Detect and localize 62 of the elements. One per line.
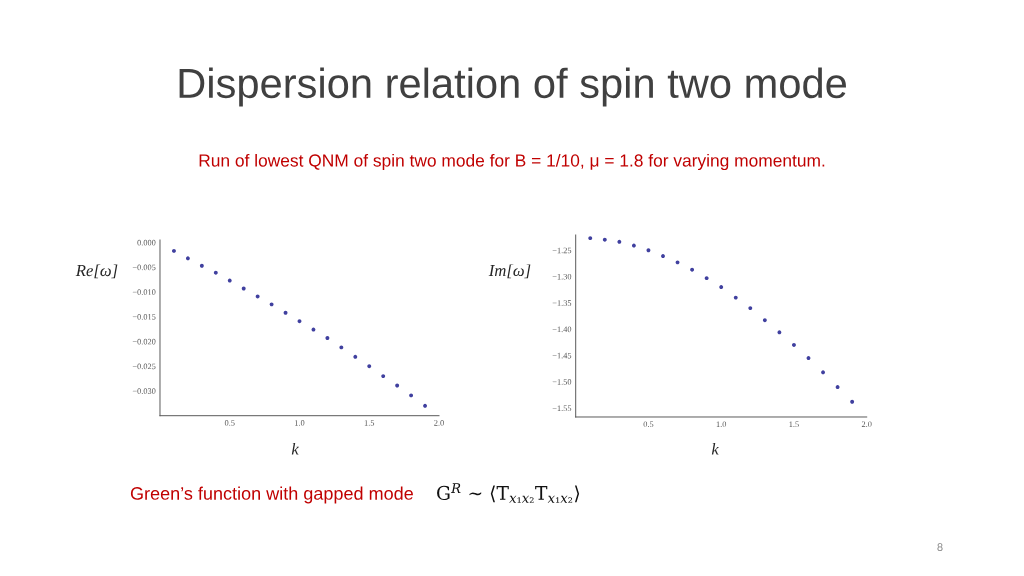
point <box>325 336 330 340</box>
x-tick-label: 1.0 <box>716 421 727 428</box>
x-axis-title: k <box>291 442 299 455</box>
text: Green’s function with gapped mode <box>130 486 413 504</box>
point <box>762 318 767 323</box>
point <box>602 237 607 242</box>
y-tick-label: −1.50 <box>552 379 572 385</box>
point <box>719 285 724 290</box>
point <box>213 270 218 275</box>
x-tick-label: 1.0 <box>295 420 305 426</box>
point <box>748 306 753 311</box>
y-tick-label: 0.000 <box>137 239 156 246</box>
x-tick-label: 1.5 <box>364 420 375 426</box>
text: 8 <box>937 543 943 551</box>
y-tick-label: −1.40 <box>552 326 572 333</box>
point <box>704 276 709 281</box>
point <box>339 345 344 350</box>
y-axis-title: Im[ω] <box>488 264 531 279</box>
y-tick-label: −0.030 <box>132 388 156 394</box>
point <box>850 399 855 404</box>
y-tick-label: −1.45 <box>552 352 572 359</box>
chart-title: Dispersion relation of spin two mode <box>179 67 846 107</box>
y-tick-label: −1.25 <box>552 247 572 254</box>
x-tick-label: 0.5 <box>224 420 235 426</box>
point <box>791 342 796 347</box>
point <box>423 403 428 408</box>
point <box>395 383 400 388</box>
point <box>661 254 665 258</box>
point <box>185 256 190 261</box>
y-tick-label: −0.020 <box>132 338 156 345</box>
y-tick-label: −1.55 <box>552 405 572 412</box>
point <box>269 302 274 307</box>
y-tick-label: −0.015 <box>132 314 156 320</box>
y-tick-label: −0.005 <box>132 264 156 271</box>
point <box>353 354 358 359</box>
point <box>835 385 840 389</box>
point <box>409 393 414 398</box>
y-axis-title: Re[ω] <box>75 264 118 279</box>
x-tick-label: 0.5 <box>643 421 654 428</box>
x-axis-title: k <box>711 443 720 455</box>
point <box>311 327 316 332</box>
point <box>821 370 826 375</box>
point <box>588 236 593 241</box>
point <box>367 364 372 369</box>
point <box>690 267 695 272</box>
y-tick-label: −1.30 <box>552 273 572 280</box>
point <box>617 239 622 244</box>
point <box>777 330 782 335</box>
text: Run of lowest QNM of spin two mode for B = 1/10, μ = 1.8 for varying momentum. <box>199 153 825 171</box>
text: G$^{R}$ ∼ ⟨T$_{x₁x₂}$T$_{x₁x₂}$⟩ <box>437 483 580 503</box>
y-tick-label: −0.010 <box>132 289 156 295</box>
point <box>255 294 260 299</box>
y-tick-label: −1.35 <box>552 300 572 306</box>
point <box>381 374 386 379</box>
point <box>806 356 811 361</box>
x-tick-label: 2.0 <box>861 421 872 428</box>
point <box>171 248 176 253</box>
point <box>199 263 204 268</box>
x-tick-label: 1.5 <box>789 421 799 428</box>
point <box>631 243 636 248</box>
x-tick-label: 2.0 <box>434 420 444 426</box>
y-tick-label: −0.025 <box>132 363 156 370</box>
